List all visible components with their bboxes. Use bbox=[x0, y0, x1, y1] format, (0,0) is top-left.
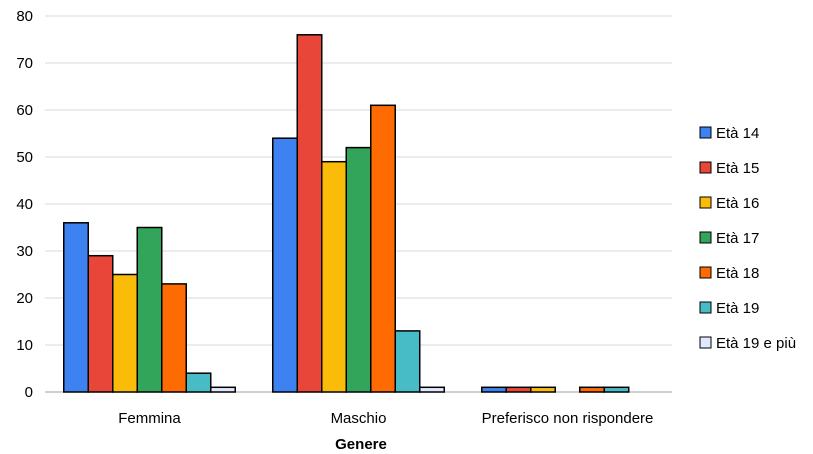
legend-swatch bbox=[699, 161, 712, 174]
bar-maschio-4 bbox=[370, 104, 396, 393]
bar-preferisco-non-rispondere-1 bbox=[505, 386, 532, 393]
bar-maschio-3 bbox=[345, 146, 372, 393]
legend-swatch bbox=[699, 231, 712, 244]
bar-maschio-6 bbox=[419, 386, 445, 393]
bar-preferisco-non-rispondere-0 bbox=[481, 386, 507, 393]
x-category-label: Maschio bbox=[331, 410, 387, 427]
bar-preferisco-non-rispondere-4 bbox=[579, 386, 605, 393]
legend-label: Età 16 bbox=[716, 195, 759, 212]
legend-label: Età 15 bbox=[716, 160, 759, 177]
y-tick-label: 50 bbox=[16, 149, 33, 166]
y-tick-label: 60 bbox=[16, 102, 33, 119]
y-tick-label: 40 bbox=[16, 196, 33, 213]
legend-label: Età 17 bbox=[716, 230, 759, 247]
y-tick-label: 0 bbox=[25, 384, 33, 401]
bar-maschio-0 bbox=[272, 137, 298, 393]
bar-preferisco-non-rispondere-5 bbox=[603, 386, 630, 393]
legend-swatch bbox=[699, 336, 712, 349]
legend-label: Età 18 bbox=[716, 265, 759, 282]
x-axis-categories: Femmina Maschio Preferisco non rispondere bbox=[118, 410, 653, 427]
y-tick-label: 10 bbox=[16, 337, 33, 354]
legend: Età 14 Età 15 Età 16 Età 17 Età 18 Età 19 Età … bbox=[699, 125, 796, 352]
bars bbox=[63, 34, 630, 393]
y-tick-label: 80 bbox=[16, 8, 33, 25]
legend-swatch bbox=[699, 126, 712, 139]
bar-maschio-1 bbox=[296, 34, 323, 393]
bar-femmina-3 bbox=[136, 226, 163, 393]
bar-maschio-2 bbox=[321, 160, 347, 393]
bar-preferisco-non-rispondere-2 bbox=[530, 386, 556, 393]
x-axis-title: Genere bbox=[335, 436, 387, 453]
legend-label: Età 19 e più bbox=[716, 335, 796, 352]
y-tick-label: 70 bbox=[16, 55, 33, 72]
y-tick-label: 30 bbox=[16, 243, 33, 260]
x-category-label: Femmina bbox=[118, 410, 181, 427]
legend-swatch bbox=[699, 196, 712, 209]
legend-swatch bbox=[699, 301, 712, 314]
y-tick-label: 20 bbox=[16, 290, 33, 307]
bar-femmina-6 bbox=[210, 386, 236, 393]
legend-swatch bbox=[699, 266, 712, 279]
y-axis-ticks: 0 10 20 30 40 50 60 70 80 bbox=[16, 8, 33, 401]
legend-label: Età 14 bbox=[716, 125, 759, 142]
bar-maschio-5 bbox=[394, 330, 421, 393]
bar-femmina-1 bbox=[87, 254, 114, 393]
bar-femmina-0 bbox=[63, 222, 89, 393]
bar-femmina-4 bbox=[161, 283, 187, 393]
legend-label: Età 19 bbox=[716, 300, 759, 317]
x-category-label: Preferisco non rispondere bbox=[482, 410, 654, 427]
bar-femmina-5 bbox=[185, 372, 212, 393]
bar-femmina-2 bbox=[112, 273, 138, 393]
